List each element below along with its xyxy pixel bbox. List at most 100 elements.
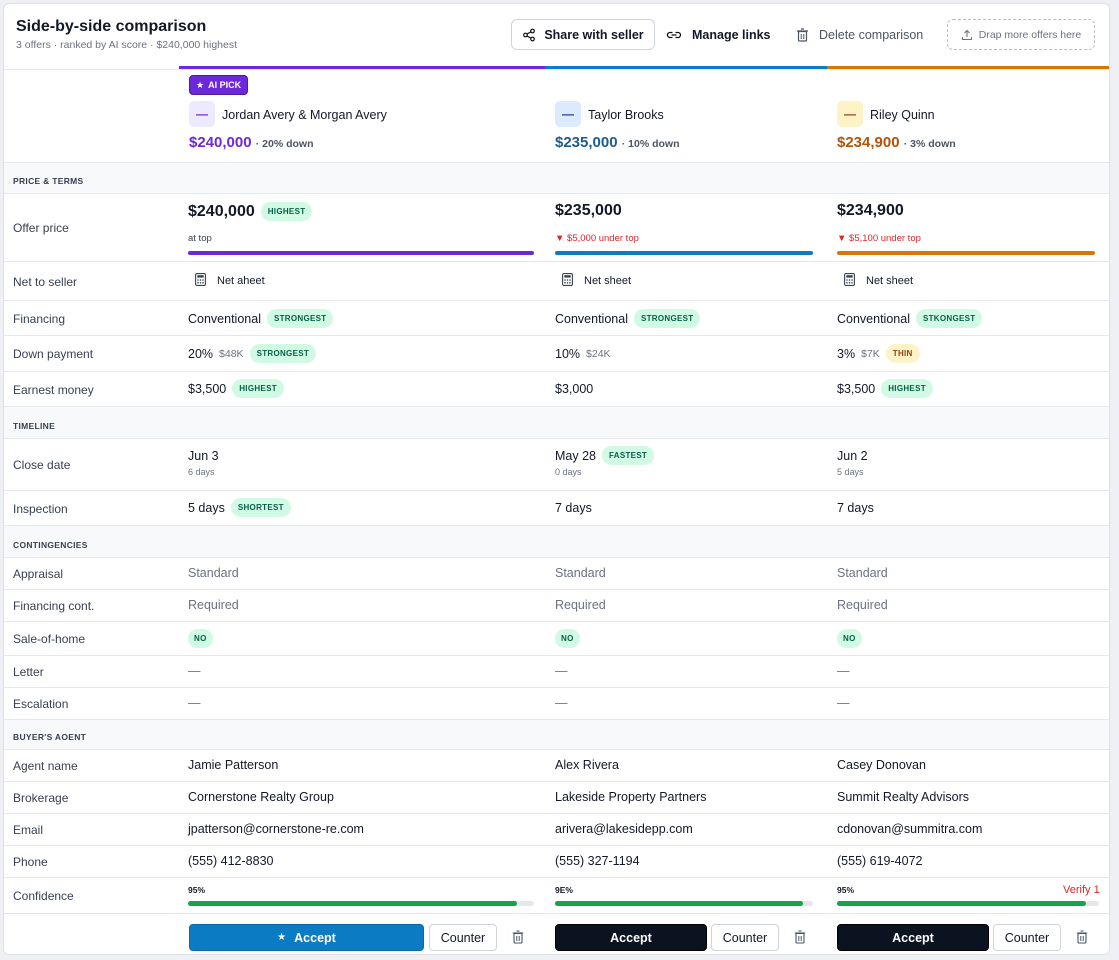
header-divider	[4, 69, 1109, 70]
net-sheet-link[interactable]: Net aheet	[195, 273, 265, 289]
page-title: Side-by-side comparison	[16, 18, 207, 35]
no-badge: NO	[188, 629, 213, 648]
email-link[interactable]: cdonovan@summitra.com	[837, 822, 983, 836]
trash-icon[interactable]	[512, 930, 526, 946]
price-bar	[188, 251, 534, 255]
avatar: —	[555, 101, 581, 127]
manage-links-button[interactable]: Manage links	[666, 19, 771, 50]
offer-a-header: ★ AI PICK — Jordan Avery & Morgan Avery …	[179, 70, 545, 162]
section-contingencies: CONTINGENCIES	[4, 525, 1109, 557]
inspection-value: 5 days SHORTEST	[188, 498, 291, 517]
delete-comparison-button[interactable]: Delete comparison	[796, 19, 923, 50]
confidence-percent: 9E%	[555, 885, 573, 895]
accept-button[interactable]: Accept	[555, 924, 707, 951]
row-appraisal: Appraisal Standard Standard Standard	[4, 557, 1109, 589]
row-brokerage: Brokerage Cornerstone Realty Group Lakes…	[4, 781, 1109, 813]
price-bar	[837, 251, 1095, 255]
offer-a-color-bar	[179, 66, 545, 69]
no-badge: NO	[837, 629, 862, 648]
counter-button[interactable]: Counter	[711, 924, 779, 951]
trash-icon	[796, 27, 809, 42]
close-date-value: Jun 3	[188, 449, 219, 463]
offer-c-header: — Riley Quinn $234,900 · 3% down	[827, 70, 1109, 162]
offer-header-price: $234,900 · 3% down	[837, 134, 956, 151]
offer-drop-zone[interactable]: Drap more offers here	[947, 19, 1095, 50]
row-offer-price: Offer price $240,000 HIGHEST at top $235…	[4, 193, 1109, 261]
link-icon	[666, 29, 682, 41]
price-note: at top	[188, 233, 212, 244]
email-link[interactable]: jpatterson@cornerstone-re.com	[188, 822, 364, 836]
buyer-name: Jordan Avery & Morgan Avery	[222, 108, 387, 122]
row-email: Email jpatterson@cornerstone-re.com ariv…	[4, 813, 1109, 845]
row-letter: Letter — — —	[4, 655, 1109, 687]
buyer-name: Taylor Brooks	[588, 108, 664, 122]
offer-price-value: $235,000	[555, 202, 622, 219]
share-icon	[522, 28, 536, 42]
offer-c-color-bar	[827, 66, 1109, 69]
row-actions: ★ Accept Counter Accept Counter Accept C…	[4, 913, 1109, 954]
accept-button[interactable]: Accept	[837, 924, 989, 951]
counter-button[interactable]: Counter	[993, 924, 1061, 951]
calculator-icon	[844, 273, 855, 289]
share-with-seller-button[interactable]: Share with seller	[511, 19, 655, 50]
row-confidence: Confidence 95% 9E% 95% Verify 1	[4, 877, 1109, 913]
phone-link[interactable]: (555) 619-4072	[837, 854, 923, 868]
confidence-bar	[837, 901, 1099, 906]
offer-header-price: $240,000 · 20% down	[189, 134, 314, 151]
trash-icon[interactable]	[1076, 930, 1090, 946]
star-icon: ★	[196, 79, 205, 90]
inspection-value: 7 days	[555, 500, 592, 515]
net-sheet-link[interactable]: Net sheet	[844, 273, 913, 289]
inspection-value: 7 days	[837, 500, 874, 515]
confidence-bar	[188, 901, 534, 906]
row-financing: Financing Conventional STRONGEST Conventi…	[4, 300, 1109, 335]
no-badge: NO	[555, 629, 580, 648]
close-date-value: May 28 FASTEST	[555, 446, 655, 465]
offer-header-price: $235,000 · 10% down	[555, 134, 680, 151]
row-earnest-money: Earnest money $3,500 HIGHEST $3,000 $3,50…	[4, 371, 1109, 406]
earnest-value: $3,000	[555, 381, 594, 396]
row-financing-contingency: Financing cont. Required Required Requir…	[4, 589, 1109, 621]
confidence-bar-fill	[837, 901, 1086, 906]
offer-price-value: $240,000 HIGHEST	[188, 202, 313, 221]
manage-links-label: Manage links	[692, 27, 771, 42]
confidence-percent: 95%	[188, 885, 206, 895]
down-payment-value: 10% $24K	[555, 346, 611, 361]
confidence-bar-fill	[555, 901, 803, 906]
avatar: —	[837, 101, 863, 127]
phone-link[interactable]: (555) 412-8830	[188, 854, 274, 868]
star-icon: ★	[277, 932, 287, 943]
row-down-payment: Down payment 20% $48K STRONGEST 10% $24K 3%…	[4, 335, 1109, 371]
earnest-value: $3,500 HIGHEST	[188, 379, 284, 398]
email-link[interactable]: arivera@lakesidepp.com	[555, 822, 693, 836]
row-net-to-seller: Net to seller Net aheet Net sheet Net sh…	[4, 261, 1109, 300]
financing-value: Conventional STKONGEST	[837, 309, 983, 328]
section-timeline: TIMELINE	[4, 406, 1109, 438]
avatar: —	[189, 101, 215, 127]
trash-icon[interactable]	[794, 930, 808, 946]
page-header: Side-by-side comparison 3 offers · ranke…	[4, 4, 1109, 68]
phone-link[interactable]: (555) 327-1194	[555, 854, 640, 868]
close-days: 6 days	[188, 467, 215, 477]
net-sheet-link[interactable]: Net sheet	[562, 273, 631, 289]
down-payment-value: 3% $7K THIN	[837, 344, 920, 363]
counter-button[interactable]: Counter	[429, 924, 497, 951]
ai-pick-badge: ★ AI PICK	[189, 75, 249, 95]
verify-link[interactable]: Verify 1	[1063, 884, 1100, 896]
row-phone: Phone (555) 412-8830 (555) 327-1194 (555…	[4, 845, 1109, 877]
offer-b-header: — Taylor Brooks $235,000 · 10% down	[545, 70, 827, 162]
accept-button[interactable]: ★ Accept	[189, 924, 424, 951]
financing-value: Conventional STRONGEST	[188, 309, 334, 328]
comparison-panel: Side-by-side comparison 3 offers · ranke…	[3, 3, 1110, 955]
highest-badge: HIGHEST	[260, 202, 313, 221]
confidence-percent: 95%	[837, 885, 855, 895]
row-agent-name: Agent name Jamie Patterson Alex Rivera C…	[4, 749, 1109, 781]
calculator-icon	[195, 273, 206, 289]
close-days: 5 days	[837, 467, 864, 477]
calculator-icon	[562, 273, 573, 289]
price-bar	[555, 251, 813, 255]
price-note: ▼ $5,000 under top	[555, 233, 639, 244]
financing-value: Conventional STRONGEST	[555, 309, 701, 328]
section-buyers-agent: BUYER'S AOENT	[4, 719, 1109, 749]
buyer-name: Riley Quinn	[870, 108, 935, 122]
